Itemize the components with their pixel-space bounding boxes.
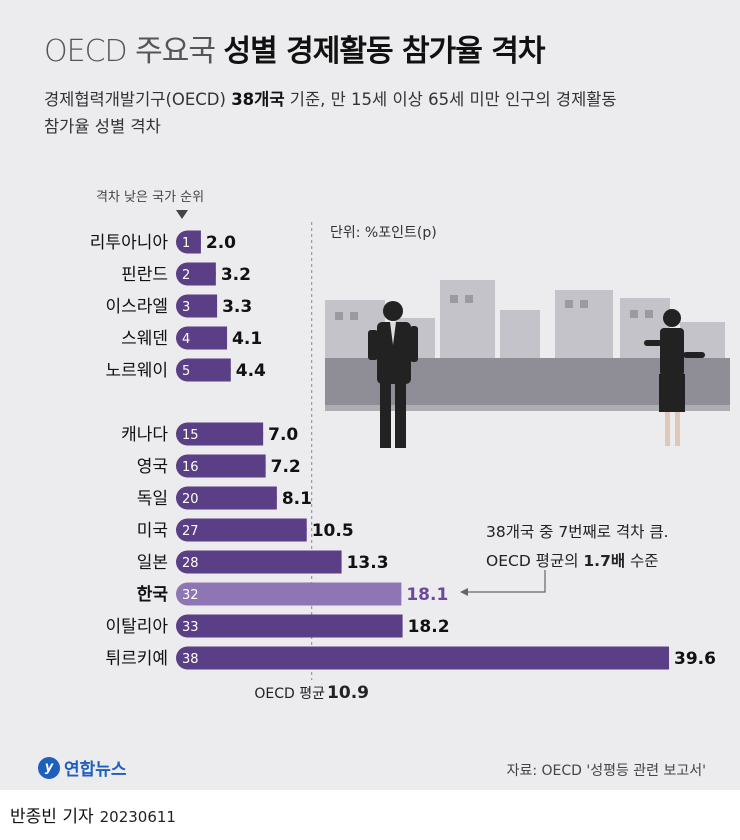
bar-body xyxy=(187,422,264,446)
source-note: 자료: OECD '성평등 관련 보고서' xyxy=(506,763,706,779)
value-label: 10.5 xyxy=(312,521,354,541)
callout-line1: 38개국 중 7번째로 격차 큼. xyxy=(486,523,669,541)
chart-title: OECD 주요국 성별 경제활동 참가율 격차 xyxy=(44,26,546,70)
category-label: 일본 xyxy=(137,553,168,573)
category-label: 미국 xyxy=(137,521,168,541)
subtitle-line1-c: 기준, 만 15세 이상 65세 미만 인구의 경제활동 xyxy=(284,90,617,109)
category-label: 핀란드 xyxy=(121,265,168,285)
illustration-city-people xyxy=(325,280,730,448)
callout-line2-c: 수준 xyxy=(625,552,659,570)
category-label: 영국 xyxy=(137,457,168,477)
oecd-average-value: 10.9 xyxy=(327,683,369,703)
category-label: 이탈리아 xyxy=(105,617,168,637)
value-label: 4.4 xyxy=(236,361,266,381)
rank-label: 4 xyxy=(182,332,190,347)
rank-label: 27 xyxy=(182,524,199,539)
chart-subtitle: 경제협력개발기구(OECD) 38개국 기준, 만 15세 이상 65세 미만 … xyxy=(44,86,724,140)
category-label: 리투아니아 xyxy=(90,233,169,253)
value-label: 2.0 xyxy=(206,233,236,253)
rank-label: 20 xyxy=(182,492,199,507)
value-label: 39.6 xyxy=(674,649,716,669)
bar-body xyxy=(187,230,201,254)
bar-body xyxy=(187,518,307,542)
rank-label: 15 xyxy=(182,428,199,443)
byline-author: 반종빈 기자 xyxy=(10,807,94,827)
subtitle-line1-a: 경제협력개발기구(OECD) xyxy=(44,90,232,109)
category-label: 캐나다 xyxy=(121,425,168,445)
rank-arrow-icon xyxy=(176,210,188,219)
bar-body xyxy=(187,454,266,478)
yonhap-logo: y 연합뉴스 xyxy=(38,755,127,780)
oecd-average-label-text: OECD 평균 xyxy=(254,686,325,702)
bar-body xyxy=(187,486,277,510)
bar-body xyxy=(187,262,216,286)
oecd-average-label: OECD 평균 10.9 xyxy=(254,683,369,703)
category-label: 스웨덴 xyxy=(121,329,168,349)
value-label: 18.2 xyxy=(408,617,450,637)
bar-body xyxy=(187,646,670,670)
value-label: 3.3 xyxy=(222,297,252,317)
bar-body xyxy=(187,614,403,638)
category-label: 독일 xyxy=(137,489,168,509)
value-label: 3.2 xyxy=(221,265,251,285)
rank-label: 3 xyxy=(182,300,190,315)
unit-label: 단위: %포인트(p) xyxy=(330,225,437,241)
value-label: 4.1 xyxy=(232,329,262,349)
rank-note: 격차 낮은 국가 순위 xyxy=(96,190,205,205)
value-label: 7.2 xyxy=(271,457,301,477)
value-label: 7.0 xyxy=(268,425,298,445)
category-label: 이스라엘 xyxy=(105,297,168,317)
byline-date: 20230611 xyxy=(99,808,176,826)
bar-body xyxy=(187,358,231,382)
subtitle-line2: 참가율 성별 격차 xyxy=(44,117,161,136)
rank-label: 28 xyxy=(182,556,199,571)
callout-note: 38개국 중 7번째로 격차 큼. OECD 평균의 1.7배 수준 xyxy=(486,518,669,576)
rank-label: 5 xyxy=(182,364,190,379)
subtitle-line1-b: 38개국 xyxy=(231,90,285,109)
title-part-2: 성별 경제활동 참가율 격차 xyxy=(223,34,546,69)
callout-line2-a: OECD 평균의 xyxy=(486,552,584,570)
rank-label: 2 xyxy=(182,268,190,283)
rank-label: 16 xyxy=(182,460,199,475)
value-label: 13.3 xyxy=(347,553,389,573)
category-label: 튀르키예 xyxy=(105,649,168,669)
value-label: 8.1 xyxy=(282,489,312,509)
rank-label: 33 xyxy=(182,620,199,635)
value-label: 18.1 xyxy=(406,585,448,605)
category-label: 한국 xyxy=(137,585,169,605)
bar-body xyxy=(187,550,342,574)
rank-label: 1 xyxy=(182,236,190,251)
bar-body xyxy=(187,582,402,606)
rank-label: 38 xyxy=(182,652,199,667)
byline: 반종빈 기자 20230611 xyxy=(10,802,176,827)
callout-line2-b: 1.7배 xyxy=(583,552,626,570)
logo-text: 연합뉴스 xyxy=(64,760,127,780)
bar-body xyxy=(187,294,218,318)
bar-chart: 1 리투아니아 2.0 2 핀란드 3.2 3 이스라엘 3.3 4 스웨덴 4.1 5 노르웨이 4.4 1… xyxy=(90,222,730,703)
callout-arrow-icon xyxy=(460,570,546,596)
category-label: 노르웨이 xyxy=(105,361,168,381)
bar-body xyxy=(187,326,228,350)
rank-label: 32 xyxy=(182,588,199,603)
title-part-1: OECD 주요국 xyxy=(44,34,216,69)
logo-mark-icon: y xyxy=(38,756,60,779)
bars-group: 1 리투아니아 2.0 2 핀란드 3.2 3 이스라엘 3.3 4 스웨덴 4.1 5 노르웨이 4.4 1… xyxy=(90,230,716,670)
infographic-panel: OECD 주요국 성별 경제활동 참가율 격차 경제협력개발기구(OECD) 3… xyxy=(0,0,740,790)
